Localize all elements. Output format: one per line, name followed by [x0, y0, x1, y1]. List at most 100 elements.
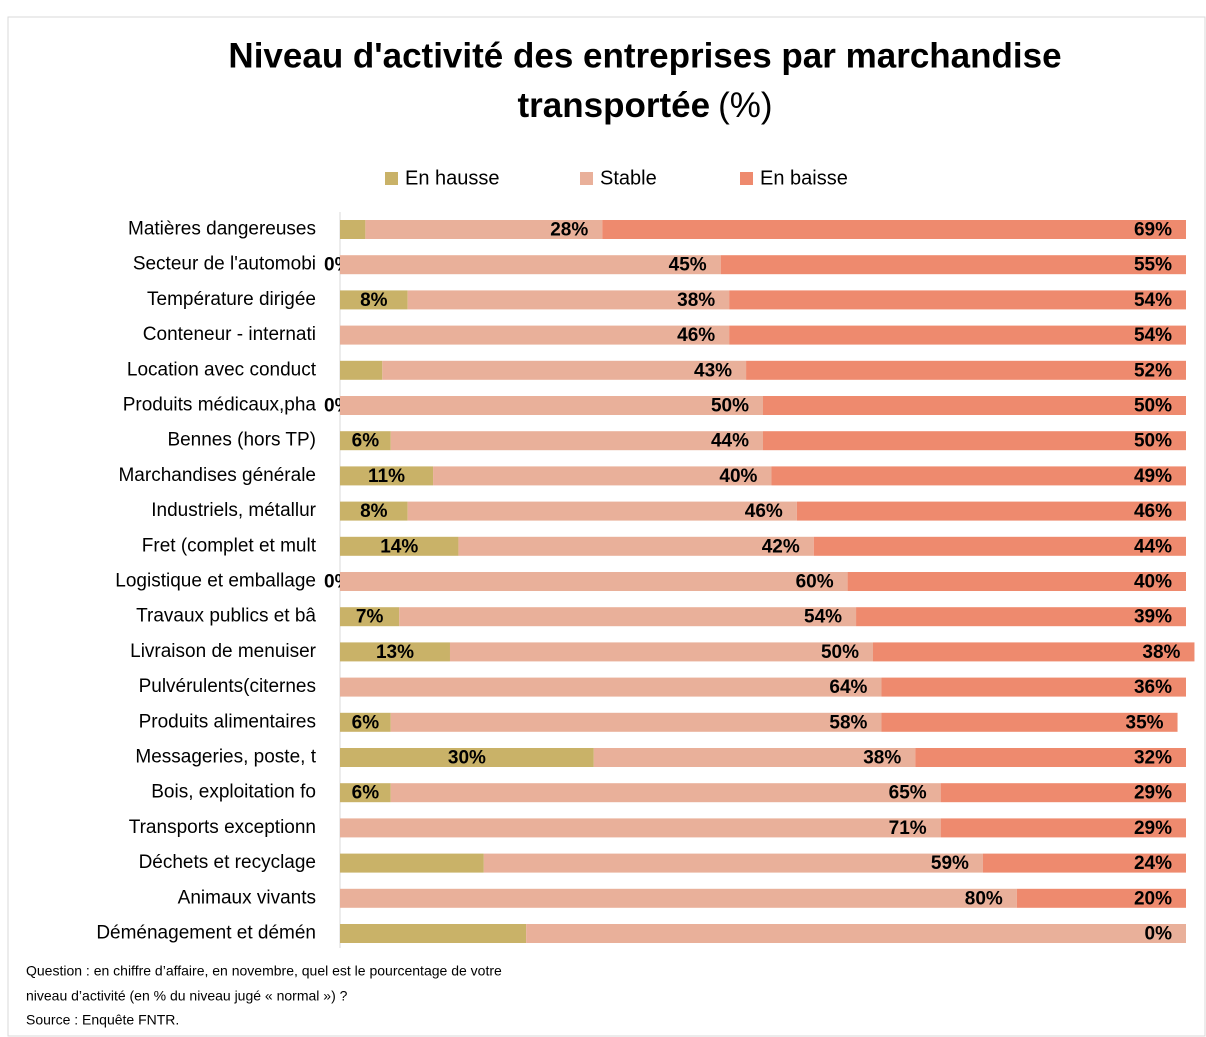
data-label: 69%	[1134, 220, 1172, 241]
data-label: 71%	[889, 818, 927, 839]
bar-segment	[390, 712, 882, 732]
bar-segment	[483, 853, 983, 873]
y-tick-label: Livraison de menuiser	[130, 641, 317, 662]
bar-segment	[763, 431, 1186, 451]
bar-segment	[729, 325, 1186, 345]
y-tick-label: Produits médicaux,pha	[123, 395, 317, 416]
legend-swatch	[580, 172, 593, 185]
bar-segment	[340, 712, 391, 732]
bar-segment	[365, 220, 603, 239]
y-tick-label: Location avec conduct	[127, 359, 317, 380]
data-label: 29%	[1134, 818, 1172, 839]
bar-segment	[340, 642, 450, 662]
y-tick-label: Déchets et recyclage	[139, 852, 316, 873]
data-label: 52%	[1134, 360, 1172, 381]
y-tick-label: Secteur de l'automobi	[133, 254, 316, 275]
data-label: 6%	[352, 783, 380, 804]
bar-segment	[340, 325, 730, 345]
bar-segment	[847, 572, 1186, 591]
bar-segment	[449, 642, 873, 662]
data-label: 38%	[677, 290, 715, 311]
data-label: 40%	[719, 466, 757, 487]
note: niveau d’activité (en % du niveau jugé «…	[26, 988, 348, 1004]
bar-segment	[881, 712, 1178, 732]
bar-segment	[340, 360, 383, 380]
data-label: 30%	[448, 748, 486, 769]
data-label: 11%	[368, 466, 405, 487]
bar-segment	[746, 360, 1186, 380]
data-label: 50%	[711, 396, 749, 417]
y-tick-label: Matières dangereuses	[128, 219, 316, 240]
data-label: 29%	[1134, 783, 1172, 804]
y-tick-label: Marchandises générale	[118, 465, 316, 486]
data-label: 44%	[1134, 536, 1172, 557]
bar-segment	[940, 783, 1186, 803]
bar-segment	[382, 360, 747, 380]
data-label: 20%	[1134, 888, 1172, 909]
bar-segment	[602, 220, 1186, 239]
y-tick-label: Conteneur - internati	[143, 324, 316, 345]
data-label: 6%	[352, 431, 380, 452]
bar-segment	[340, 431, 391, 451]
y-tick-label: Produits alimentaires	[139, 711, 316, 732]
data-label: 65%	[889, 783, 927, 804]
data-label: 50%	[821, 642, 859, 663]
legend-label: En baisse	[760, 167, 848, 189]
data-label: 55%	[1134, 255, 1172, 276]
bar-segment	[340, 607, 400, 627]
bar-segment	[340, 290, 408, 310]
bar-segment	[796, 501, 1186, 521]
bar-segment	[340, 924, 527, 943]
data-label: 44%	[711, 431, 749, 452]
data-label: 54%	[1134, 290, 1172, 311]
bar-segment	[340, 220, 366, 239]
y-tick-label: Déménagement et démén	[96, 923, 316, 944]
bar-segment	[915, 748, 1186, 767]
data-label: 14%	[380, 536, 418, 557]
bar-segment	[340, 888, 1017, 908]
bar-segment	[340, 853, 484, 873]
bar-segment	[720, 255, 1186, 275]
bar-segment	[593, 748, 916, 767]
bar-segment	[390, 783, 941, 803]
bar-segment	[407, 501, 797, 521]
data-label: 54%	[1134, 325, 1172, 346]
data-label: 49%	[1134, 466, 1172, 487]
bar-segment	[433, 466, 772, 486]
data-label: 46%	[745, 501, 783, 522]
data-label: 46%	[1134, 501, 1172, 522]
data-label: 50%	[1134, 431, 1172, 452]
data-label: 59%	[931, 853, 969, 874]
chart-title: Niveau d'activité des entreprises par ma…	[228, 36, 1061, 75]
bar-segment	[340, 572, 848, 591]
data-label: 38%	[863, 748, 901, 769]
bar-segment	[856, 607, 1186, 627]
bar-segment	[399, 607, 857, 627]
data-label: 0%	[1145, 924, 1173, 945]
data-label: 50%	[1134, 396, 1172, 417]
bar-segment	[340, 255, 721, 275]
note: Source : Enquête FNTR.	[26, 1012, 179, 1028]
legend-label: En hausse	[405, 167, 500, 189]
bar-segment	[729, 290, 1186, 310]
legend-swatch	[385, 172, 398, 185]
data-label: 40%	[1134, 572, 1172, 593]
y-tick-label: Bennes (hors TP)	[167, 430, 316, 451]
data-label: 43%	[694, 360, 732, 381]
bar-segment	[407, 290, 730, 310]
y-tick-label: Pulvérulents(citernes	[139, 676, 316, 697]
data-label: 8%	[360, 290, 388, 311]
data-label: 36%	[1134, 677, 1172, 698]
y-tick-label: Fret (complet et mult	[142, 535, 317, 556]
data-label: 58%	[829, 712, 867, 733]
data-label: 45%	[669, 255, 707, 276]
data-label: 39%	[1134, 607, 1172, 628]
bar-segment	[340, 677, 882, 697]
bar-segment	[340, 536, 459, 556]
bar-segment	[340, 818, 941, 838]
bar-segment	[872, 642, 1195, 662]
y-tick-label: Animaux vivants	[178, 887, 316, 908]
legend-label: Stable	[600, 167, 657, 189]
data-label: 46%	[677, 325, 715, 346]
